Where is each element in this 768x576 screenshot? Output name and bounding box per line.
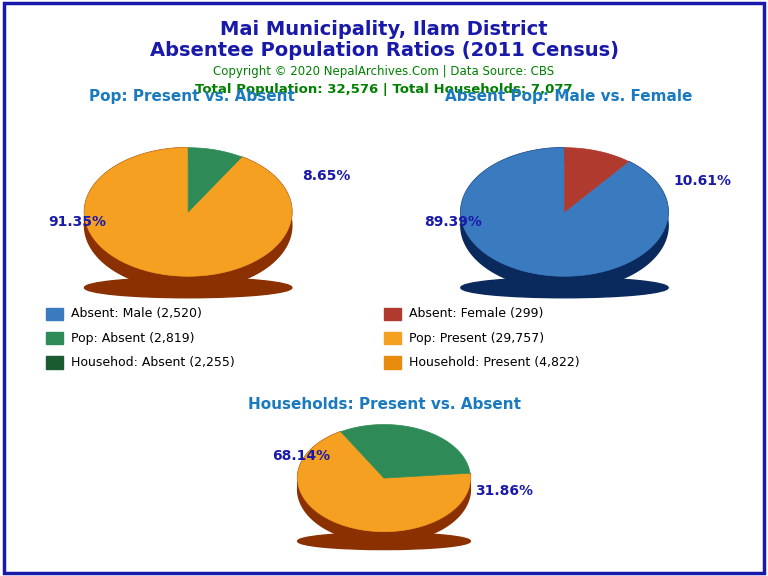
Text: Copyright © 2020 NepalArchives.Com | Data Source: CBS: Copyright © 2020 NepalArchives.Com | Dat… [214,65,554,78]
Text: 8.65%: 8.65% [302,169,350,183]
Text: Absent Pop: Male vs. Female: Absent Pop: Male vs. Female [445,89,692,104]
Polygon shape [564,147,628,212]
Text: Pop: Present vs. Absent: Pop: Present vs. Absent [89,89,295,104]
Polygon shape [298,431,470,543]
Text: Households: Present vs. Absent: Households: Present vs. Absent [247,397,521,412]
Polygon shape [84,147,292,276]
Polygon shape [461,147,668,276]
Polygon shape [341,425,470,478]
Polygon shape [298,431,470,532]
Text: Household: Present (4,822): Household: Present (4,822) [409,356,579,369]
Ellipse shape [298,533,470,550]
Text: 91.35%: 91.35% [48,215,106,229]
Text: Househod: Absent (2,255): Househod: Absent (2,255) [71,356,234,369]
Ellipse shape [461,278,668,298]
Text: 68.14%: 68.14% [272,449,329,464]
Text: Mai Municipality, Ilam District: Mai Municipality, Ilam District [220,20,548,39]
Ellipse shape [84,278,292,298]
Text: Absent: Female (299): Absent: Female (299) [409,308,543,320]
Text: 10.61%: 10.61% [674,174,731,188]
Polygon shape [461,147,668,290]
Text: 31.86%: 31.86% [475,484,533,498]
Text: Absentee Population Ratios (2011 Census): Absentee Population Ratios (2011 Census) [150,41,618,60]
Polygon shape [84,147,292,290]
Text: Pop: Absent (2,819): Pop: Absent (2,819) [71,332,194,344]
Text: 89.39%: 89.39% [425,215,482,229]
Text: Pop: Present (29,757): Pop: Present (29,757) [409,332,544,344]
Polygon shape [188,147,242,212]
Text: Total Population: 32,576 | Total Households: 7,077: Total Population: 32,576 | Total Househo… [195,83,573,96]
Text: Absent: Male (2,520): Absent: Male (2,520) [71,308,201,320]
